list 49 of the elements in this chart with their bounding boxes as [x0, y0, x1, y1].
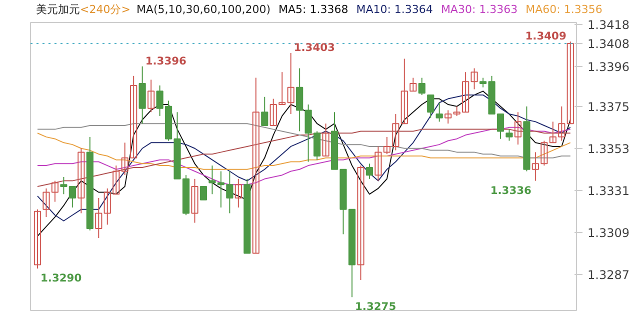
candlestick — [95, 197, 102, 239]
candlestick — [252, 77, 260, 254]
candlestick — [270, 98, 277, 126]
candlestick — [366, 163, 374, 180]
candlestick — [313, 130, 321, 160]
text: MA(5,10,30,60,100,200) — [136, 3, 270, 16]
candlestick — [208, 165, 216, 195]
candlestick — [278, 72, 286, 106]
y-tick-label: 1.3396 — [588, 60, 630, 74]
candlestick — [121, 142, 128, 176]
candlestick — [148, 79, 155, 113]
candlestick — [436, 102, 443, 122]
line-series — [36, 123, 571, 158]
candlestick — [261, 96, 268, 126]
candlestick — [444, 110, 452, 124]
chart-subtitle: <240分> — [80, 3, 130, 16]
y-tick-label: 1.3309 — [588, 226, 630, 240]
text: 1.3275 — [354, 300, 396, 314]
ref-line-label: 1.3408 — [588, 36, 630, 51]
candlestick — [566, 41, 574, 124]
text: MA5: 1.3368 — [278, 3, 348, 16]
candlestick — [200, 186, 208, 200]
candlestick — [234, 178, 242, 208]
text: 1.3409 — [525, 30, 566, 43]
candlestick — [78, 148, 85, 214]
text: MA10: 1.3364 — [356, 3, 433, 16]
candlestick — [34, 208, 42, 270]
text: 1.3336 — [490, 184, 532, 197]
y-tick-label: 1.3375 — [588, 100, 630, 114]
candlestick — [427, 94, 434, 118]
y-tick-label: 1.3418 — [588, 18, 630, 32]
y-tick-label: 1.3331 — [588, 184, 630, 198]
text: 1.3290 — [40, 272, 82, 285]
y-tick-label: 1.3287 — [588, 268, 630, 282]
candlestick — [287, 52, 294, 115]
chart-title: 美元加元 — [36, 3, 80, 16]
candlestick — [191, 178, 198, 224]
text: MA60: 1.3356 — [526, 3, 602, 16]
candlestick — [322, 123, 330, 157]
candlestick — [418, 77, 426, 96]
candlestick — [130, 75, 138, 158]
candlestick — [357, 165, 364, 280]
text: MA30: 1.3363 — [440, 3, 518, 16]
y-tick-label: 1.3353 — [588, 142, 630, 156]
text: 1.3396 — [145, 54, 186, 68]
text: 1.3403 — [294, 41, 335, 54]
candlestick — [514, 112, 522, 146]
candlestick — [506, 128, 513, 142]
candlestick — [470, 68, 478, 90]
